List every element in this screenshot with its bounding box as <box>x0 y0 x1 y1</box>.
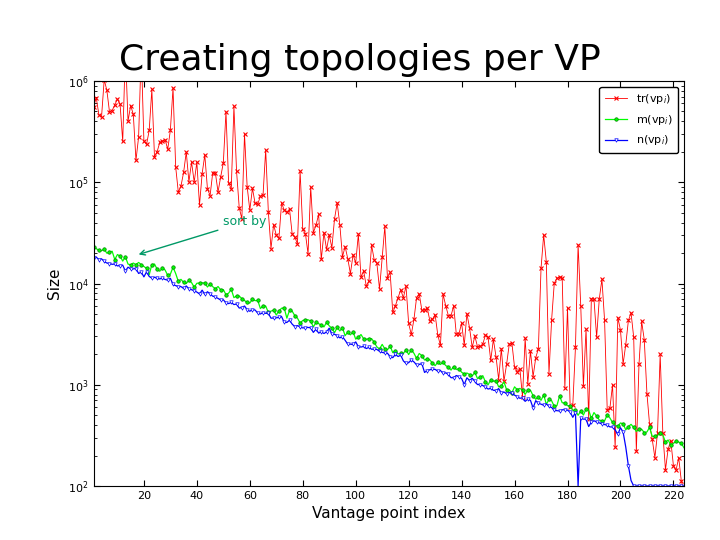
n(vp$_i$) <box>680 483 688 489</box>
n(vp$_i$) <box>407 356 415 363</box>
Text: Creating topologies per VP: Creating topologies per VP <box>119 43 601 77</box>
Line: tr(vp$_i$): tr(vp$_i$) <box>92 49 685 492</box>
n(vp$_i$) <box>89 254 98 261</box>
n(vp$_i$) <box>457 375 466 382</box>
m(vp$_i$) <box>89 244 98 251</box>
tr(vp$_i$) <box>145 127 153 134</box>
n(vp$_i$) <box>574 483 582 489</box>
n(vp$_i$) <box>222 300 230 306</box>
tr(vp$_i$) <box>89 103 98 110</box>
m(vp$_i$) <box>680 444 688 451</box>
tr(vp$_i$) <box>121 48 130 54</box>
m(vp$_i$) <box>219 286 228 293</box>
tr(vp$_i$) <box>222 109 230 115</box>
m(vp$_i$) <box>143 265 151 272</box>
Line: n(vp$_i$): n(vp$_i$) <box>92 255 685 488</box>
n(vp$_i$) <box>669 483 678 489</box>
m(vp$_i$) <box>405 352 413 358</box>
tr(vp$_i$) <box>667 437 675 444</box>
tr(vp$_i$) <box>457 320 466 326</box>
n(vp$_i$) <box>145 273 153 280</box>
n(vp$_i$) <box>92 254 101 260</box>
n(vp$_i$) <box>137 269 145 275</box>
m(vp$_i$) <box>664 437 672 443</box>
tr(vp$_i$) <box>137 48 145 54</box>
tr(vp$_i$) <box>680 488 688 494</box>
m(vp$_i$) <box>454 366 463 372</box>
Text: sort by: sort by <box>140 215 266 255</box>
Y-axis label: Size: Size <box>48 268 63 299</box>
X-axis label: Vantage point index: Vantage point index <box>312 507 466 522</box>
Line: m(vp$_i$): m(vp$_i$) <box>92 246 685 450</box>
Legend: tr(vp$_i$), m(vp$_i$), n(vp$_i$): tr(vp$_i$), m(vp$_i$), n(vp$_i$) <box>599 86 678 153</box>
tr(vp$_i$) <box>407 331 415 338</box>
m(vp$_i$) <box>135 259 143 266</box>
